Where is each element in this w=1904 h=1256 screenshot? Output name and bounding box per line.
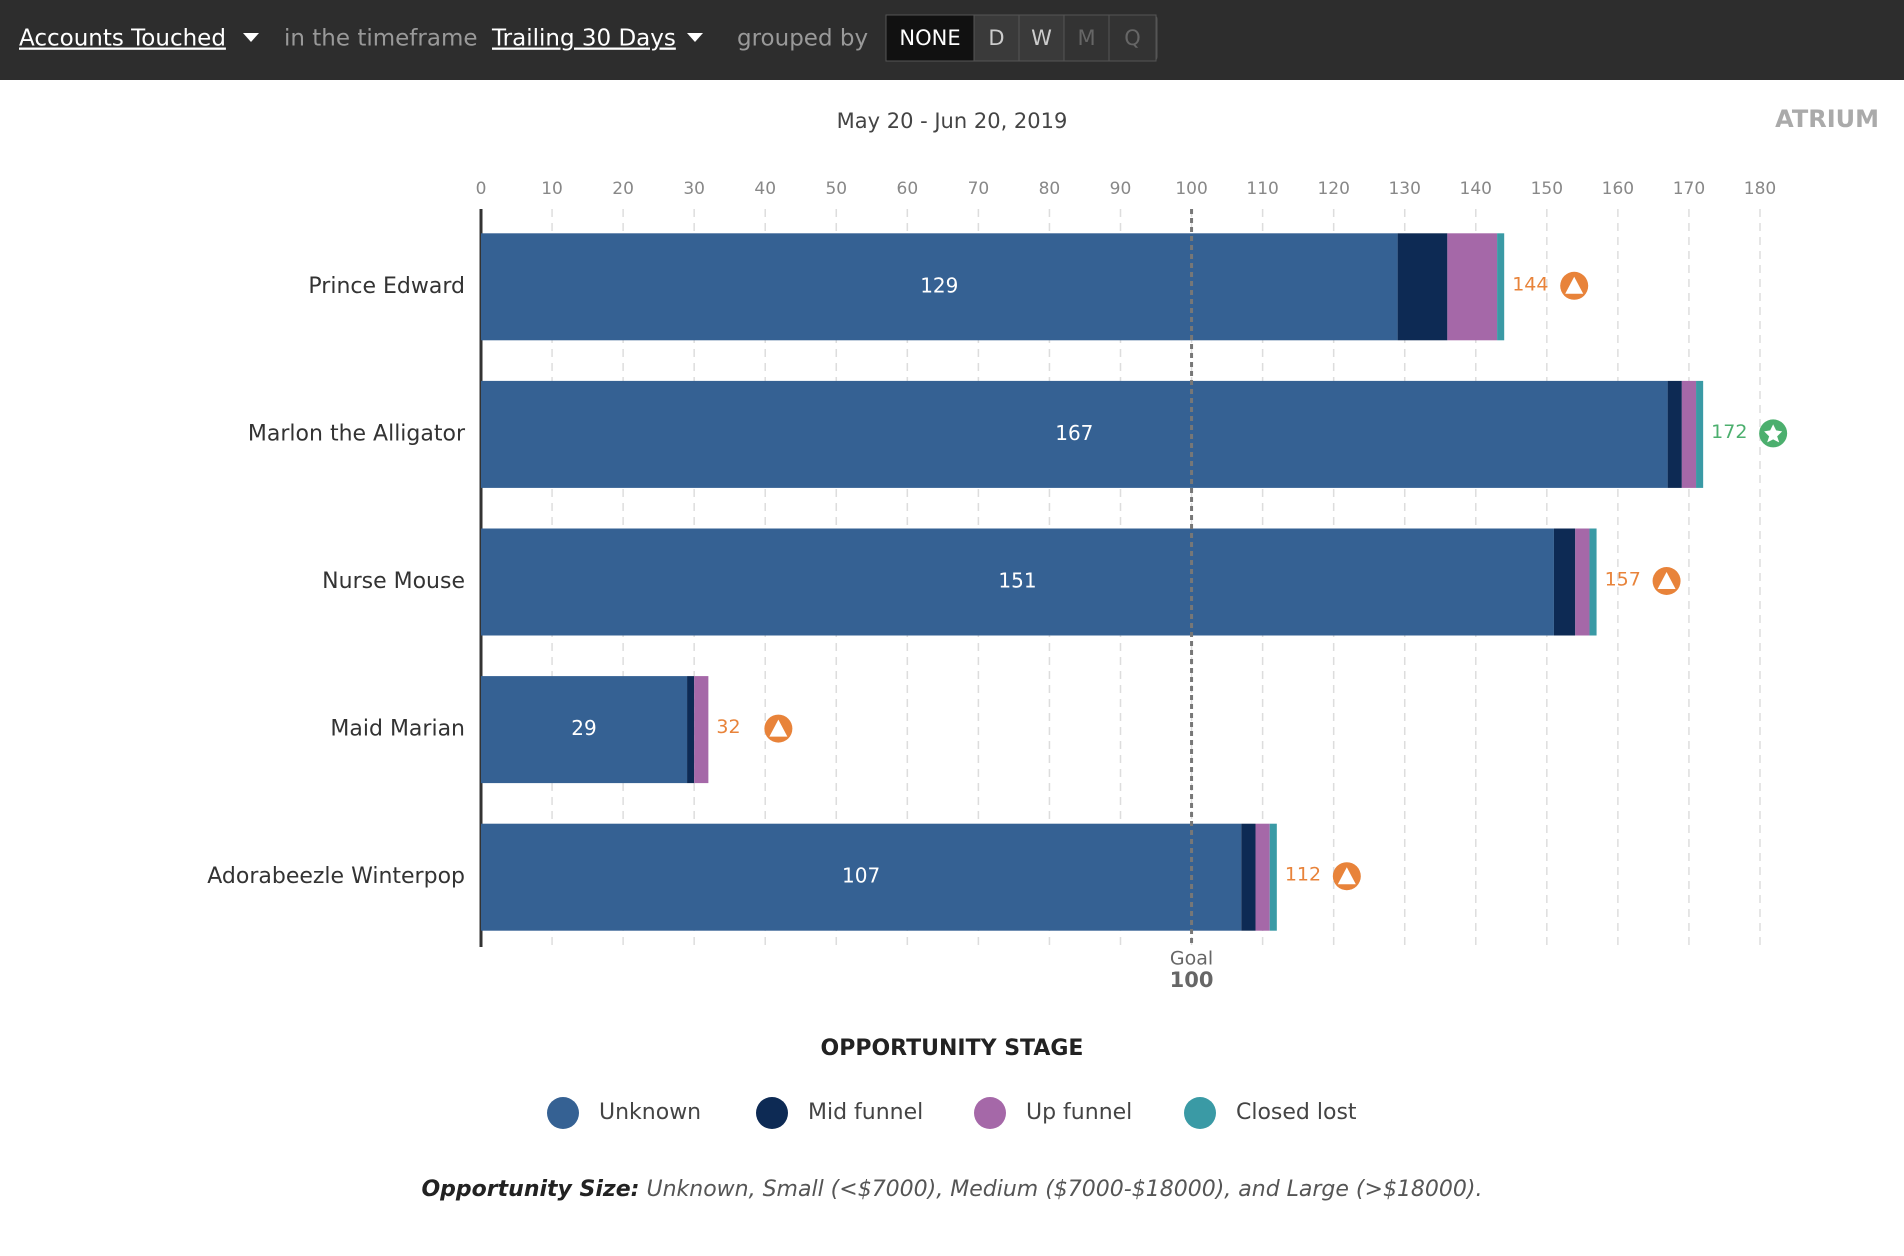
timeframe-dropdown[interactable]: Trailing 30 Days (491, 26, 676, 52)
legend-label: Mid funnel (808, 1100, 923, 1125)
bar-segment (1255, 823, 1270, 931)
y-tick-label: Marlon the Alligator (248, 421, 466, 446)
bar-value-label: 29 (571, 716, 596, 740)
warning-shape (769, 719, 788, 737)
star-shape (1764, 424, 1783, 443)
footnote-label: Opportunity Size: (421, 1177, 639, 1202)
subtitle: May 20 - Jun 20, 2019 (837, 109, 1068, 133)
bar-segment (1575, 528, 1590, 636)
bar-segment (1241, 823, 1256, 931)
group-button-label[interactable]: Q (1124, 26, 1141, 50)
y-tick-label: Adorabeezle Winterpop (207, 864, 465, 889)
warning-shape (1337, 867, 1356, 885)
x-tick-label: 170 (1673, 179, 1705, 199)
legend-swatch (756, 1097, 788, 1129)
x-tick-label: 20 (612, 179, 634, 199)
total-label: 157 (1605, 569, 1641, 591)
bar-segment (481, 823, 1242, 931)
legend-swatch (974, 1097, 1006, 1129)
bar-segment (1696, 380, 1704, 488)
x-tick-label: 70 (968, 179, 990, 199)
footnote: Opportunity Size: Unknown, Small (<$7000… (421, 1177, 1482, 1202)
bar-segment (481, 233, 1398, 341)
y-tick-label: Nurse Mouse (322, 569, 465, 594)
bar-value-label: 107 (842, 864, 880, 888)
bar-segment (1497, 233, 1505, 341)
bar-segment (1681, 380, 1697, 488)
goal-label: Goal (1170, 948, 1213, 970)
bar-segment (687, 676, 695, 784)
x-tick-label: 50 (825, 179, 847, 199)
footnote-text: Unknown, Small (<$7000), Medium ($7000-$… (646, 1177, 1482, 1202)
group-button-label[interactable]: W (1031, 26, 1052, 50)
legend-label: Up funnel (1026, 1100, 1132, 1125)
total-label: 32 (716, 716, 740, 738)
x-tick-label: 160 (1602, 179, 1634, 199)
legend-label: Closed lost (1236, 1100, 1357, 1125)
total-label: 144 (1512, 273, 1548, 295)
group-button[interactable] (1108, 14, 1157, 62)
bar-value-label: 151 (998, 569, 1036, 593)
x-tick-label: 130 (1388, 179, 1420, 199)
timeframe-label: in the timeframe (284, 26, 478, 52)
group-button[interactable] (973, 14, 1020, 62)
x-tick-label: 140 (1460, 179, 1492, 199)
bar-segment (481, 380, 1668, 488)
x-tick-label: 180 (1744, 179, 1776, 199)
x-tick-label: 10 (541, 179, 563, 199)
bar-segment (1397, 233, 1448, 341)
legend-label: Unknown (599, 1100, 701, 1125)
bar-segment (481, 528, 1554, 636)
legend-title: OPPORTUNITY STAGE (821, 1036, 1084, 1061)
bar-segment (1269, 823, 1277, 931)
x-tick-label: 0 (476, 179, 487, 199)
bar-segment (1553, 528, 1576, 636)
group-button-label[interactable]: D (988, 26, 1004, 50)
y-tick-label: Maid Marian (330, 717, 465, 742)
x-tick-label: 110 (1246, 179, 1278, 199)
bar-segment (1589, 528, 1597, 636)
dropdown-arrow[interactable] (243, 33, 259, 42)
x-tick-label: 150 (1531, 179, 1563, 199)
dropdown-arrow[interactable] (687, 33, 703, 42)
group-button-label[interactable]: NONE (899, 26, 960, 50)
x-tick-label: 60 (897, 179, 919, 199)
x-tick-label: 90 (1110, 179, 1132, 199)
y-tick-label: Prince Edward (308, 274, 465, 299)
logo: ATRIUM (1775, 105, 1879, 133)
total-label: 112 (1285, 864, 1321, 886)
total-label: 172 (1711, 421, 1747, 443)
bar-segment (1447, 233, 1498, 341)
x-tick-label: 30 (683, 179, 705, 199)
goal-value: 100 (1170, 968, 1214, 992)
group-button-label[interactable]: M (1077, 26, 1095, 50)
bar-segment (694, 676, 709, 784)
warning-shape (1657, 572, 1676, 589)
bar-value-label: 167 (1055, 421, 1093, 445)
x-tick-label: 100 (1175, 179, 1207, 199)
legend-swatch (1184, 1097, 1216, 1129)
bar-segment (1667, 380, 1682, 488)
bar-value-label: 129 (920, 273, 958, 297)
x-tick-label: 120 (1317, 179, 1349, 199)
x-tick-label: 80 (1039, 179, 1061, 199)
bar-segment (481, 676, 688, 784)
grouped-label: grouped by (737, 26, 868, 52)
x-tick-label: 40 (754, 179, 776, 199)
group-button[interactable] (885, 14, 975, 62)
metric-dropdown[interactable]: Accounts Touched (19, 26, 226, 52)
warning-shape (1565, 276, 1584, 294)
legend-swatch (547, 1097, 579, 1129)
